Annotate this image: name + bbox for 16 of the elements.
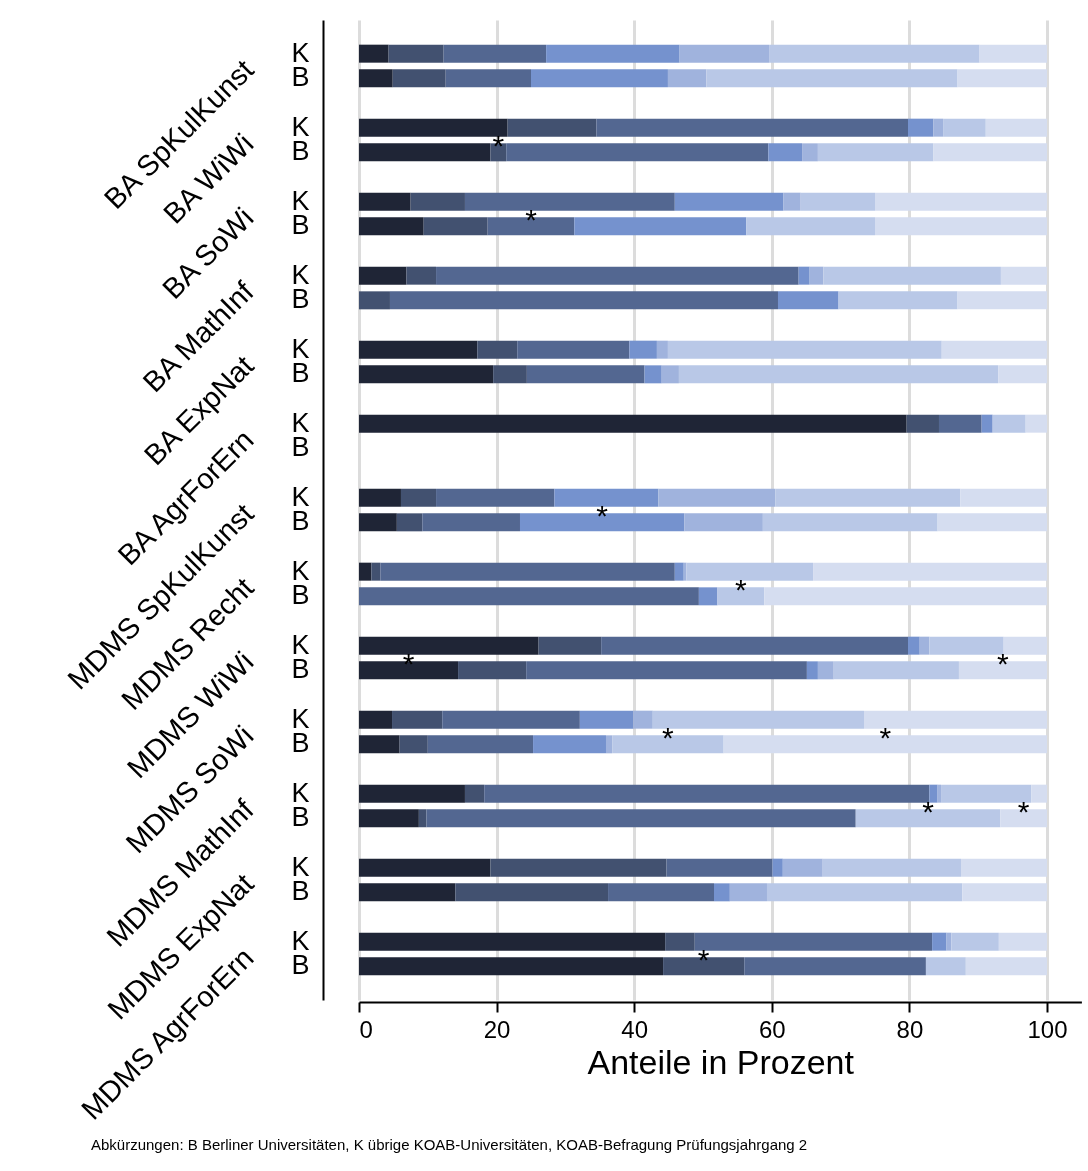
data-label: * [997, 647, 1010, 681]
x-tick-label: 40 [621, 1015, 649, 1043]
x-tick-label: 100 [1027, 1015, 1068, 1043]
x-tick-label: 80 [896, 1015, 924, 1043]
x-tick-label: 20 [483, 1015, 511, 1043]
data-label: * [596, 499, 609, 533]
data-label: * [1017, 795, 1030, 829]
data-label: * [879, 721, 892, 755]
data-label: * [525, 203, 538, 237]
data-label: * [922, 795, 935, 829]
x-axis-title: Anteile in Prozent [587, 1042, 855, 1081]
x-tick-label: 60 [758, 1015, 786, 1043]
text: Abkürzungen: B Berliner Universitäten, K übrige KOAB-Universitäten, KOAB-Befragung Prüfungsjahrgang 2 [91, 1136, 808, 1153]
data-label: * [735, 573, 747, 607]
x-tick-label: 0 [359, 1015, 373, 1043]
data-label: * [662, 721, 675, 755]
